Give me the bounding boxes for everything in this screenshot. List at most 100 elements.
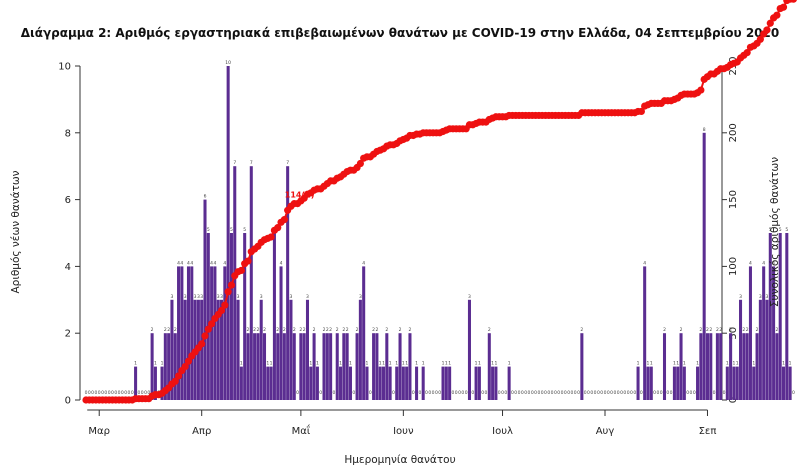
- cumulative-point: [697, 86, 705, 94]
- bar-value-label: 1: [647, 361, 650, 367]
- daily-bar: [672, 366, 676, 400]
- bar-value-label: 0: [571, 390, 574, 396]
- daily-bar: [282, 333, 286, 400]
- daily-bar: [715, 333, 719, 400]
- daily-bar: [643, 266, 647, 400]
- x-tick-label: Μαρ: [88, 426, 110, 437]
- cumulative-point: [743, 49, 751, 57]
- bar-value-label: 1: [339, 361, 342, 367]
- daily-bar: [378, 366, 382, 400]
- daily-bar: [732, 366, 736, 400]
- daily-bar: [487, 333, 491, 400]
- bar-value-label: 0: [458, 390, 461, 396]
- daily-bar: [768, 233, 772, 400]
- daily-bar: [491, 366, 495, 400]
- bar-value-label: 2: [385, 327, 388, 333]
- bar-value-label: 2: [299, 327, 302, 333]
- bar-value-label: 0: [594, 390, 597, 396]
- bar-value-label: 0: [656, 390, 659, 396]
- bar-value-label: 2: [756, 327, 759, 333]
- daily-bar: [173, 333, 177, 400]
- cumulative-point: [789, 0, 797, 3]
- daily-bar: [325, 333, 329, 400]
- bar-value-label: 2: [256, 327, 259, 333]
- x-axis: Μαρ Απρ Μαΐ Ιουν Ιουλ Αυγ Σεπ: [87, 409, 716, 437]
- bar-value-label: 5: [243, 227, 246, 233]
- bar-value-label: 2: [247, 327, 250, 333]
- bar-value-label: 2: [283, 327, 286, 333]
- bar-value-label: 0: [537, 390, 540, 396]
- bar-value-label: 0: [91, 390, 94, 396]
- daily-bar: [272, 233, 276, 400]
- bar-value-label: 0: [118, 390, 121, 396]
- bar-value-label: 7: [286, 160, 289, 166]
- daily-bar: [705, 333, 709, 400]
- daily-bar: [762, 266, 766, 400]
- daily-bar: [256, 333, 260, 400]
- bar-value-label: 0: [432, 390, 435, 396]
- bar-value-label: 3: [217, 294, 220, 300]
- bar-value-label: 7: [233, 160, 236, 166]
- daily-bar: [772, 266, 776, 400]
- daily-bar: [676, 366, 680, 400]
- left-y-tick-label: 10: [58, 62, 71, 73]
- bar-value-label: 1: [445, 361, 448, 367]
- daily-bar: [153, 366, 157, 400]
- bar-value-label: 0: [653, 390, 656, 396]
- daily-bar: [358, 299, 362, 400]
- left-y-tick-label: 0: [65, 396, 71, 407]
- daily-bar: [233, 166, 237, 400]
- bar-value-label: 0: [514, 390, 517, 396]
- bar-value-label: 0: [352, 390, 355, 396]
- bar-value-label: 0: [534, 390, 537, 396]
- cumulative-point: [171, 377, 179, 385]
- daily-bar: [170, 299, 174, 400]
- bar-value-label: 2: [303, 327, 306, 333]
- daily-bar: [401, 366, 405, 400]
- right-y-tick-label: 50: [728, 327, 739, 340]
- cumulative-point: [221, 301, 229, 309]
- bar-value-label: 8: [703, 127, 706, 133]
- bar-value-label: 0: [660, 390, 663, 396]
- bar-value-label: 0: [630, 390, 633, 396]
- daily-bar: [279, 266, 283, 400]
- daily-bar: [150, 333, 154, 400]
- daily-bar: [286, 166, 290, 400]
- bar-value-label: 1: [379, 361, 382, 367]
- bar-value-label: 5: [779, 227, 782, 233]
- daily-bar: [375, 333, 379, 400]
- bar-value-label: 1: [316, 361, 319, 367]
- bar-value-label: 0: [481, 390, 484, 396]
- bar-value-label: 3: [468, 294, 471, 300]
- daily-bar: [246, 333, 250, 400]
- daily-bar: [210, 266, 214, 400]
- bar-value-label: 2: [313, 327, 316, 333]
- cumulative-point: [204, 325, 212, 333]
- bar-value-label: 3: [194, 294, 197, 300]
- bar-value-label: 1: [475, 361, 478, 367]
- bar-value-label: 0: [296, 390, 299, 396]
- bar-value-label: 3: [184, 294, 187, 300]
- bar-value-label: 0: [428, 390, 431, 396]
- bar-value-label: 4: [180, 260, 183, 266]
- bar-value-label: 3: [200, 294, 203, 300]
- daily-bar: [365, 366, 369, 400]
- bar-value-label: 0: [438, 390, 441, 396]
- bar-value-label: 0: [686, 390, 689, 396]
- bar-value-label: 0: [98, 390, 101, 396]
- daily-bar: [223, 266, 227, 400]
- bar-value-label: 0: [633, 390, 636, 396]
- cumulative-point: [766, 19, 774, 27]
- bar-value-label: 2: [174, 327, 177, 333]
- daily-bar: [388, 366, 392, 400]
- bar-value-label: 4: [362, 260, 365, 266]
- bar-value-label: 4: [187, 260, 190, 266]
- bar-value-label: 2: [276, 327, 279, 333]
- bar-value-label: 3: [359, 294, 362, 300]
- bar-value-label: 0: [108, 390, 111, 396]
- bar-value-label: 0: [369, 390, 372, 396]
- daily-bar: [206, 233, 210, 400]
- bar-value-label: 0: [88, 390, 91, 396]
- bar-value-label: 0: [600, 390, 603, 396]
